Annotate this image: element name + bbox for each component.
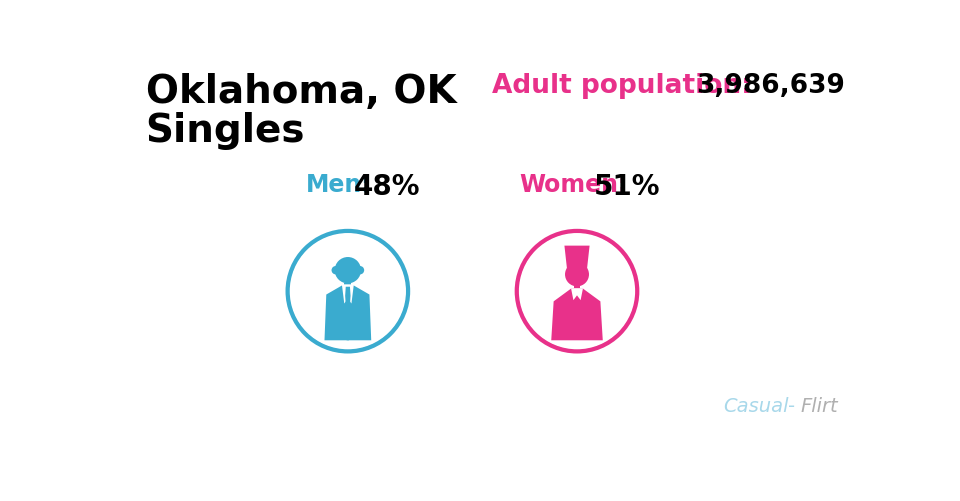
Polygon shape (342, 285, 354, 304)
Text: Adult population:: Adult population: (492, 73, 752, 99)
Text: Men:: Men: (305, 173, 372, 197)
Text: Casual: Casual (723, 396, 788, 415)
FancyBboxPatch shape (574, 287, 580, 293)
Text: Oklahoma, OK: Oklahoma, OK (146, 73, 456, 111)
FancyBboxPatch shape (345, 284, 351, 291)
Polygon shape (347, 285, 372, 341)
Polygon shape (571, 289, 583, 301)
Text: Singles: Singles (146, 112, 305, 149)
Circle shape (519, 233, 636, 350)
Circle shape (335, 258, 361, 284)
Text: Women:: Women: (519, 173, 628, 197)
Circle shape (356, 267, 364, 275)
Polygon shape (324, 285, 349, 341)
Polygon shape (551, 289, 603, 341)
Text: Flirt: Flirt (800, 396, 838, 415)
Polygon shape (564, 246, 589, 279)
Circle shape (565, 263, 589, 287)
Circle shape (331, 267, 340, 275)
Text: 51%: 51% (594, 173, 660, 201)
Circle shape (290, 233, 406, 350)
Text: -: - (788, 396, 796, 415)
Text: 48%: 48% (354, 173, 420, 201)
Text: 3,986,639: 3,986,639 (696, 73, 845, 99)
Polygon shape (346, 287, 350, 318)
